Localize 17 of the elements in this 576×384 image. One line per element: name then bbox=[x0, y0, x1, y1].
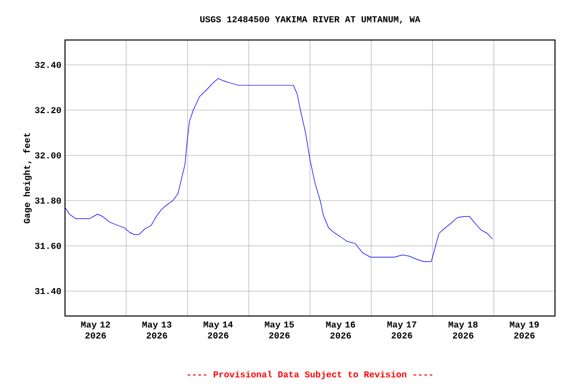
x-tick-label: May 14 2026 bbox=[204, 322, 233, 338]
y-tick-label: 31.60 bbox=[34, 242, 61, 249]
x-tick-label: May 16 2026 bbox=[326, 322, 356, 339]
y-tick-label: 31.40 bbox=[34, 288, 61, 294]
text: ---- Provisional Data Subject to Revision ---- bbox=[188, 370, 432, 380]
x-tick-label: May 18 2026 bbox=[448, 322, 478, 339]
x-tick-label: May 19 2026 bbox=[510, 322, 539, 339]
x-tick-label: May 15 2026 bbox=[264, 322, 294, 338]
y-tick-label: 32.40 bbox=[34, 62, 61, 68]
y-tick-label: 32.20 bbox=[34, 107, 61, 114]
y-axis-title: Gage height, feet bbox=[23, 133, 32, 224]
x-tick-label: May 17 2026 bbox=[387, 322, 416, 338]
y-tick-label: 31.80 bbox=[34, 198, 61, 204]
chart-title: USGS 12484500 YAKIMA RIVER AT UMTANUM, WA bbox=[200, 16, 420, 24]
x-tick-label: May 12 2026 bbox=[81, 322, 110, 339]
y-tick-label: 32.00 bbox=[34, 152, 61, 158]
x-tick-label: May 13 2026 bbox=[142, 322, 172, 339]
